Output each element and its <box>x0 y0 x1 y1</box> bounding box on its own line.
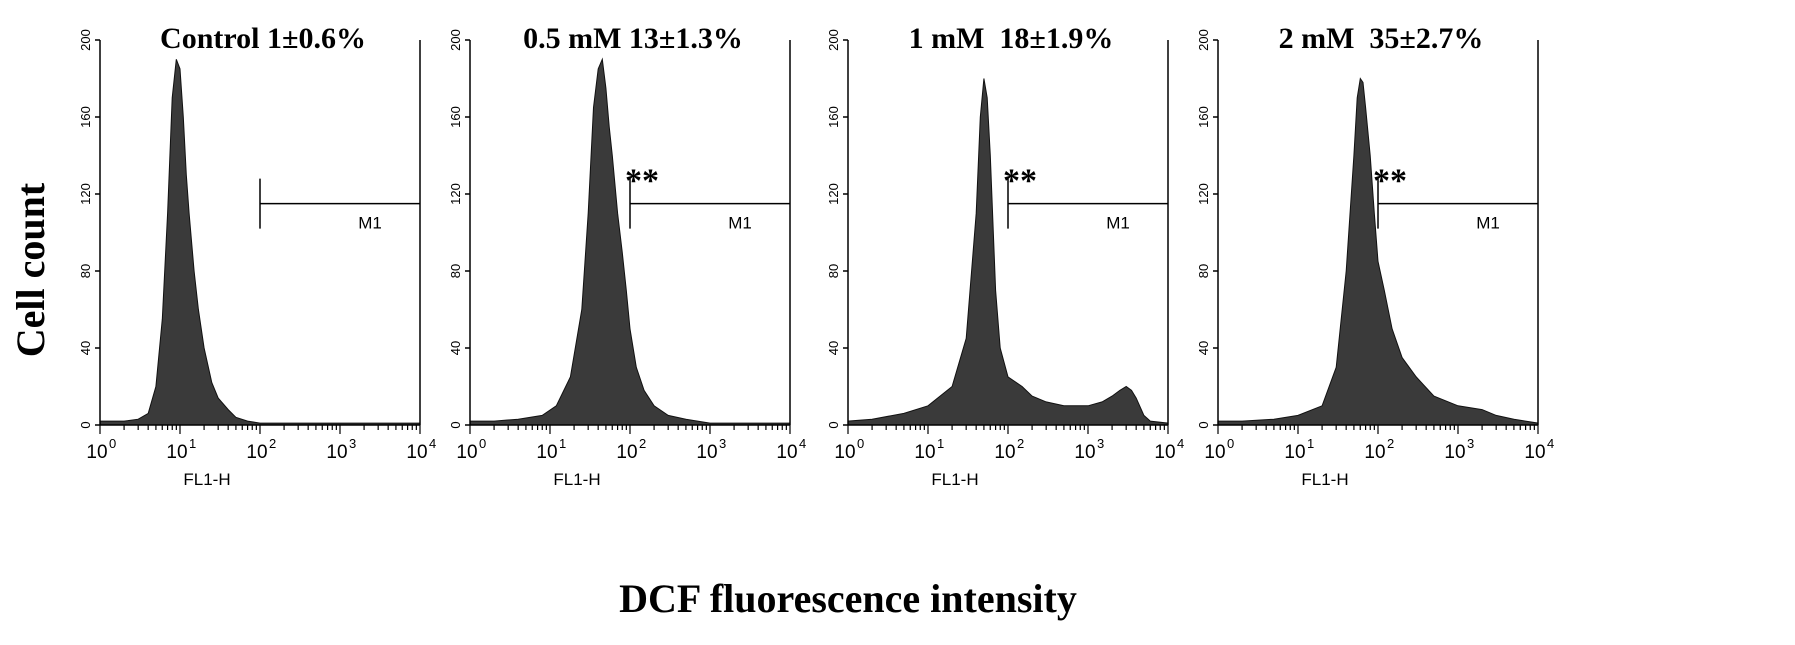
x-tick-label: 10 <box>776 442 797 463</box>
x-tick-exponent: 1 <box>559 436 566 451</box>
y-tick-label: 160 <box>826 106 841 128</box>
y-tick-label: 40 <box>1196 341 1211 355</box>
gate-label: M1 <box>358 214 382 233</box>
x-tick-label: 10 <box>616 442 637 463</box>
x-tick-exponent: 4 <box>429 436 436 451</box>
panel-x-axis-label: FL1-H <box>553 470 600 489</box>
histogram-area <box>469 57 791 426</box>
panel-x-axis-label: FL1-H <box>183 470 230 489</box>
x-tick-exponent: 3 <box>1467 436 1474 451</box>
gate-label: M1 <box>1476 214 1500 233</box>
y-tick-label: 80 <box>78 264 93 278</box>
gate-label: M1 <box>1106 214 1130 233</box>
x-tick-exponent: 1 <box>189 436 196 451</box>
panel-title: 2 mM 35±2.7% <box>1279 22 1484 55</box>
x-tick-label: 10 <box>914 442 935 463</box>
y-tick-label: 200 <box>1196 29 1211 51</box>
x-tick-label: 10 <box>1204 442 1225 463</box>
x-tick-exponent: 3 <box>1097 436 1104 451</box>
panel-x-axis-label: FL1-H <box>931 470 978 489</box>
y-tick-label: 160 <box>78 106 93 128</box>
x-tick-label: 10 <box>536 442 557 463</box>
gate-label: M1 <box>728 214 752 233</box>
y-tick-label: 0 <box>826 421 841 428</box>
panel-title: 1 mM 18±1.9% <box>909 22 1114 55</box>
y-tick-label: 40 <box>826 341 841 355</box>
x-tick-exponent: 2 <box>639 436 646 451</box>
x-tick-exponent: 3 <box>719 436 726 451</box>
x-tick-label: 10 <box>326 442 347 463</box>
histogram-area <box>847 78 1169 426</box>
significance-marker: ** <box>1003 163 1037 200</box>
y-tick-label: 200 <box>448 29 463 51</box>
y-tick-label: 0 <box>448 421 463 428</box>
x-tick-exponent: 0 <box>1227 436 1234 451</box>
x-tick-exponent: 4 <box>1177 436 1184 451</box>
histogram-area <box>99 59 421 426</box>
x-tick-exponent: 1 <box>1307 436 1314 451</box>
x-tick-exponent: 0 <box>109 436 116 451</box>
y-tick-label: 120 <box>448 183 463 205</box>
panel-x-axis-label: FL1-H <box>1301 470 1348 489</box>
y-tick-label: 160 <box>448 106 463 128</box>
y-tick-label: 80 <box>448 264 463 278</box>
panel-title: Control 1±0.6% <box>160 22 366 55</box>
x-tick-label: 10 <box>696 442 717 463</box>
y-tick-label: 120 <box>78 183 93 205</box>
x-tick-exponent: 2 <box>1017 436 1024 451</box>
x-tick-exponent: 4 <box>799 436 806 451</box>
y-tick-label: 0 <box>78 421 93 428</box>
x-tick-label: 10 <box>1074 442 1095 463</box>
x-tick-label: 10 <box>1364 442 1385 463</box>
x-tick-label: 10 <box>1524 442 1545 463</box>
panel-title: 0.5 mM 13±1.3% <box>523 22 743 55</box>
y-tick-label: 200 <box>826 29 841 51</box>
x-tick-label: 10 <box>994 442 1015 463</box>
x-tick-exponent: 4 <box>1547 436 1554 451</box>
x-tick-label: 10 <box>246 442 267 463</box>
x-tick-label: 10 <box>1154 442 1175 463</box>
y-tick-label: 80 <box>1196 264 1211 278</box>
x-tick-exponent: 2 <box>1387 436 1394 451</box>
y-axis-title: Cell count <box>8 182 53 357</box>
significance-marker: ** <box>625 163 659 200</box>
y-tick-label: 160 <box>1196 106 1211 128</box>
x-tick-label: 10 <box>834 442 855 463</box>
x-tick-label: 10 <box>86 442 107 463</box>
x-tick-label: 10 <box>1284 442 1305 463</box>
x-tick-label: 10 <box>166 442 187 463</box>
y-tick-label: 40 <box>78 341 93 355</box>
x-tick-label: 10 <box>406 442 427 463</box>
x-axis-title: DCF fluorescence intensity <box>619 576 1077 621</box>
histogram-area <box>1217 77 1539 426</box>
x-tick-exponent: 3 <box>349 436 356 451</box>
y-tick-label: 120 <box>826 183 841 205</box>
y-tick-label: 200 <box>78 29 93 51</box>
y-tick-label: 120 <box>1196 183 1211 205</box>
y-tick-label: 80 <box>826 264 841 278</box>
x-tick-exponent: 1 <box>937 436 944 451</box>
x-tick-label: 10 <box>1444 442 1465 463</box>
x-tick-exponent: 2 <box>269 436 276 451</box>
significance-marker: ** <box>1373 163 1407 200</box>
y-tick-label: 0 <box>1196 421 1211 428</box>
x-tick-exponent: 0 <box>857 436 864 451</box>
x-tick-label: 10 <box>456 442 477 463</box>
x-tick-exponent: 0 <box>479 436 486 451</box>
y-tick-label: 40 <box>448 341 463 355</box>
